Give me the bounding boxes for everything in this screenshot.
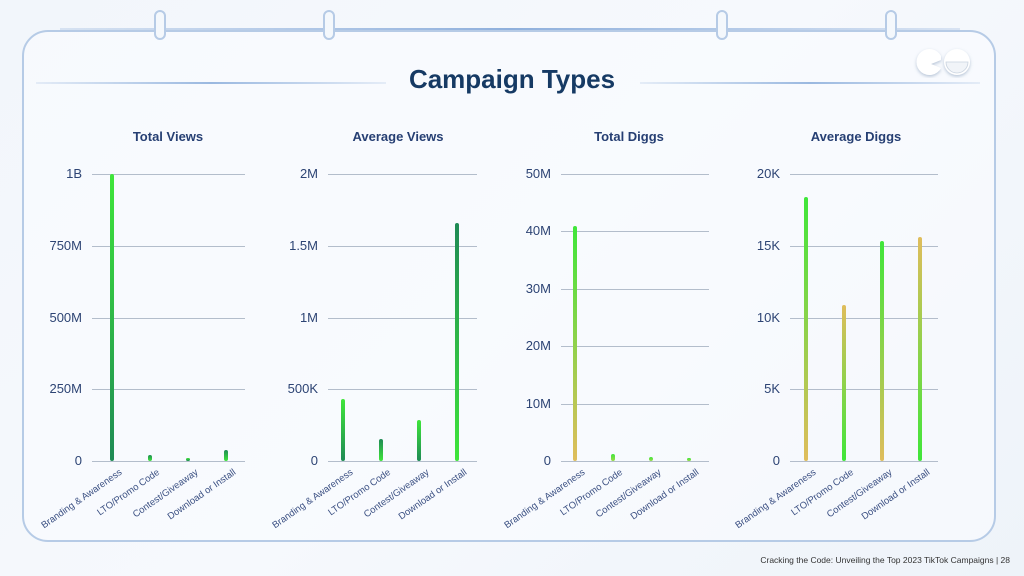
bar-branding-awareness[interactable] (573, 225, 577, 461)
bar-lto-promo-code[interactable] (379, 439, 383, 461)
binder-ring-icon (885, 10, 897, 40)
binder-ring-icon (323, 10, 335, 40)
binder-ring-icon (716, 10, 728, 40)
y-tick-label: 250M (49, 381, 82, 397)
y-tick-label: 15K (756, 237, 780, 253)
page-title: Campaign Types (408, 64, 616, 94)
y-tick-label: 40M (525, 223, 551, 239)
binder-ring-icon (154, 10, 166, 40)
gridline (561, 346, 709, 348)
bar-branding-awareness[interactable] (341, 399, 345, 461)
gridline (790, 174, 938, 175)
footer-text: Cracking the Code: Unveiling the Top 202… (760, 555, 1010, 565)
y-tick-label: 10M (525, 395, 551, 411)
y-tick-label: 1M (299, 309, 318, 325)
binder-line (60, 28, 960, 30)
gridline (328, 174, 477, 175)
gridline (790, 317, 938, 319)
y-tick-label: 5K (764, 381, 780, 397)
chart-title: Total Views (132, 129, 204, 144)
gridline (790, 461, 938, 462)
bar-contest-giveaway[interactable] (880, 241, 884, 461)
y-tick-label: 500K (287, 381, 318, 397)
bar-contest-giveaway[interactable] (186, 458, 190, 461)
gridline (328, 389, 477, 391)
y-tick-label: 500M (49, 309, 82, 325)
chart-title: Average Views (352, 129, 444, 144)
bar-contest-giveaway[interactable] (417, 419, 421, 461)
title-divider-right (640, 82, 980, 84)
y-tick-label: 1.5M (289, 237, 318, 253)
gridline (92, 389, 245, 391)
gridline (561, 461, 709, 462)
gridline (328, 245, 477, 247)
bar-lto-promo-code[interactable] (842, 304, 846, 461)
gridline (561, 288, 709, 290)
gridline (328, 461, 477, 462)
y-tick-label: 30M (525, 280, 551, 296)
gridline (561, 174, 709, 175)
y-tick-label: 20M (525, 338, 551, 354)
gridline (790, 245, 938, 247)
gridline (328, 317, 477, 319)
y-tick-label: 750M (49, 237, 82, 253)
y-tick-label: 0 (310, 453, 318, 468)
y-tick-label: 0 (543, 453, 551, 468)
gridline (92, 245, 245, 247)
y-tick-label: 1B (66, 166, 82, 181)
y-tick-label: 50M (525, 166, 551, 181)
title-divider-left (36, 82, 386, 84)
y-tick-label: 2M (299, 166, 318, 181)
chart-title: Total Diggs (594, 129, 664, 144)
eyes-logo-icon (916, 49, 970, 75)
chart-title: Average Diggs (810, 129, 902, 144)
slide-frame (22, 30, 996, 542)
bar-download-or-install[interactable] (455, 222, 459, 461)
bar-lto-promo-code[interactable] (148, 455, 152, 461)
gridline (92, 461, 245, 462)
bar-download-or-install[interactable] (224, 450, 228, 461)
gridline (92, 317, 245, 319)
y-tick-label: 10K (756, 309, 780, 325)
gridline (561, 231, 709, 233)
gridline (790, 389, 938, 391)
bar-download-or-install[interactable] (918, 237, 922, 461)
bar-contest-giveaway[interactable] (649, 456, 653, 461)
gridline (561, 403, 709, 405)
bar-branding-awareness[interactable] (804, 196, 808, 461)
bar-branding-awareness[interactable] (110, 174, 114, 461)
bar-download-or-install[interactable] (687, 457, 691, 461)
y-tick-label: 0 (74, 453, 82, 468)
gridline (92, 174, 245, 175)
y-tick-label: 20K (756, 166, 780, 181)
y-tick-label: 0 (772, 453, 780, 468)
bar-lto-promo-code[interactable] (611, 454, 615, 461)
